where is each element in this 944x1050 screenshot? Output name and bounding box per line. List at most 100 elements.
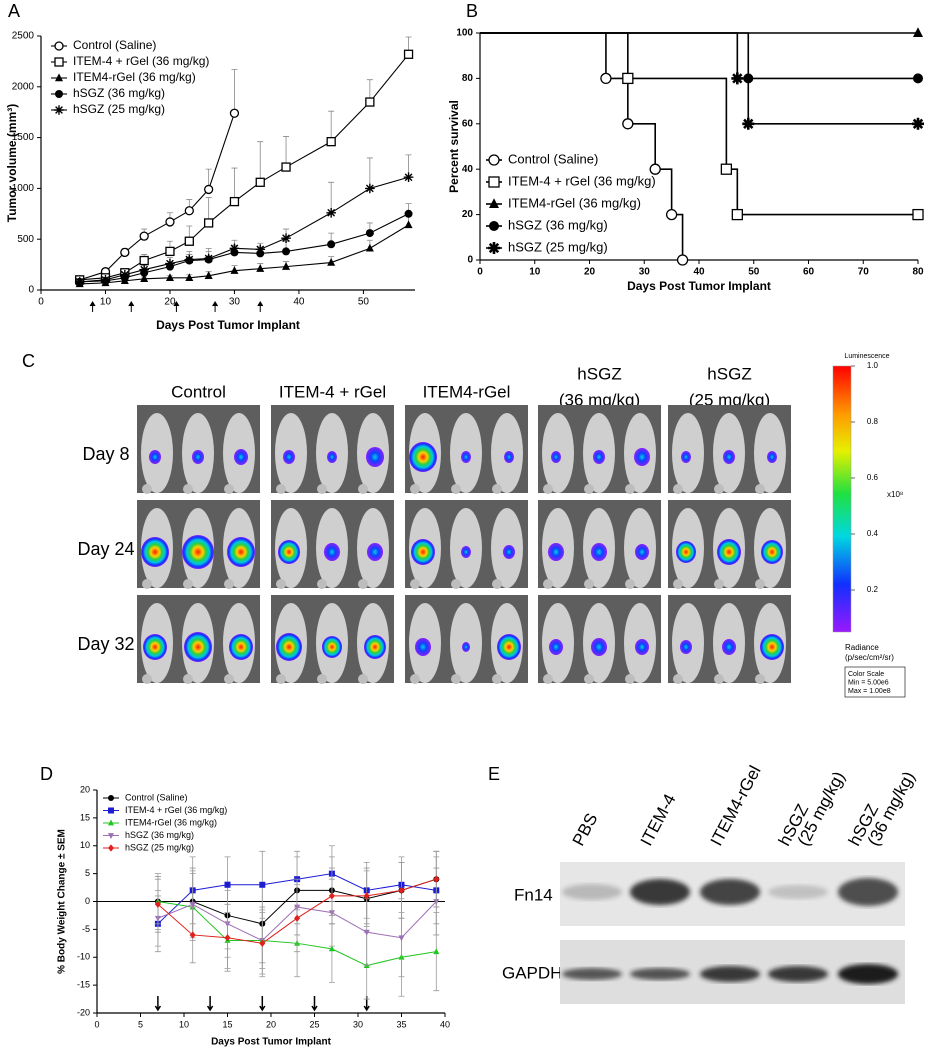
- marker: [282, 262, 291, 270]
- band: [562, 968, 622, 980]
- marker: [189, 901, 196, 908]
- colorbar-tick-label: 0.2: [867, 585, 879, 594]
- marker: [139, 264, 149, 275]
- y-tick-label: 1500: [12, 132, 35, 143]
- column-header: ITEM4-rGel: [423, 382, 511, 401]
- signal: [635, 544, 649, 560]
- legend-marker: [488, 176, 500, 188]
- mouse-leg: [276, 484, 286, 494]
- mouse-leg: [276, 674, 286, 684]
- y-tick-label: 100: [456, 28, 473, 39]
- x-tick-label: 60: [803, 267, 815, 278]
- signal: [591, 543, 607, 561]
- x-tick-label: 25: [309, 1019, 319, 1029]
- x-tick-label: 40: [693, 267, 705, 278]
- signal: [234, 449, 248, 465]
- band: [768, 966, 828, 982]
- marker: [913, 73, 923, 84]
- mouse-leg: [358, 674, 368, 684]
- y-tick-label: 0: [467, 255, 473, 266]
- x-tick-label: 35: [396, 1019, 406, 1029]
- marker: [281, 233, 291, 243]
- signal: [634, 448, 650, 466]
- legend-marker: [488, 154, 500, 166]
- marker: [204, 184, 214, 195]
- x-tick-label: 10: [100, 297, 112, 308]
- mouse-leg: [142, 579, 152, 589]
- marker: [326, 137, 336, 147]
- signal: [635, 639, 649, 655]
- x-tick-label: 80: [912, 267, 924, 278]
- mouse-leg: [276, 579, 286, 589]
- series-line: [480, 32, 918, 80]
- mouse-image: [538, 595, 661, 684]
- marker: [259, 939, 266, 947]
- marker: [120, 269, 130, 280]
- marker: [154, 900, 161, 908]
- mouse-leg: [492, 484, 502, 494]
- legend-label: ITEM4-rGel (36 mg/kg): [73, 70, 196, 84]
- scale-box-text: Color Scale: [848, 671, 884, 678]
- signal: [364, 635, 386, 659]
- band: [700, 966, 760, 982]
- mouse-image: [137, 405, 260, 494]
- signal: [141, 537, 169, 567]
- marker: [913, 27, 923, 37]
- legend-label: ITEM-4 + rGel (36 mg/kg): [73, 54, 209, 68]
- marker: [600, 72, 612, 85]
- mouse-leg: [673, 579, 683, 589]
- marker: [184, 236, 194, 246]
- signal: [767, 451, 777, 463]
- legend-label: ITEM4-rGel (36 mg/kg): [508, 195, 641, 210]
- marker: [189, 931, 196, 939]
- legend-marker: [108, 833, 114, 839]
- column-header: hSGZ: [707, 364, 751, 383]
- marker: [100, 275, 111, 285]
- mouse-leg: [625, 674, 635, 684]
- band: [700, 879, 760, 905]
- band: [630, 879, 690, 905]
- mouse-image: [405, 405, 528, 494]
- panel-label: E: [488, 764, 500, 784]
- signal: [461, 451, 471, 463]
- marker: [365, 229, 374, 238]
- dose-arrow: [128, 301, 135, 312]
- y-tick-label: 500: [17, 234, 34, 245]
- x-tick-label: 50: [748, 267, 760, 278]
- lane-label: PBS: [569, 810, 602, 849]
- column-header: ITEM-4 + rGel: [279, 382, 386, 401]
- dose-arrow: [212, 301, 219, 312]
- series-line: [79, 176, 409, 283]
- error-bar: [366, 157, 373, 189]
- legend-label: ITEM-4 + rGel (36 mg/kg): [125, 805, 227, 815]
- marker: [120, 247, 130, 258]
- marker: [403, 49, 414, 59]
- y-tick-label: 40: [462, 164, 474, 175]
- x-tick-label: 0: [38, 297, 44, 308]
- marker: [255, 244, 266, 255]
- signal: [149, 450, 161, 464]
- marker: [281, 162, 291, 172]
- dose-arrow: [257, 301, 264, 312]
- mouse-image: [668, 405, 791, 494]
- panel-label: D: [40, 764, 53, 784]
- signal: [276, 633, 302, 661]
- marker: [433, 875, 440, 883]
- mouse-image: [668, 500, 791, 589]
- mouse-leg: [224, 674, 234, 684]
- y-axis-title: % Body Weight Change ± SEM: [57, 829, 68, 974]
- marker: [912, 208, 924, 221]
- marker: [742, 117, 755, 130]
- signal: [327, 451, 337, 463]
- marker: [229, 196, 240, 207]
- mouse-leg: [317, 579, 327, 589]
- mouse-leg: [543, 674, 553, 684]
- mouse-leg: [451, 579, 461, 589]
- dose-arrow: [89, 301, 96, 312]
- mouse-leg: [673, 484, 683, 494]
- x-tick-label: 30: [353, 1019, 363, 1029]
- y-tick-label: 80: [462, 73, 474, 84]
- mouse-leg: [714, 579, 724, 589]
- signal: [366, 447, 384, 467]
